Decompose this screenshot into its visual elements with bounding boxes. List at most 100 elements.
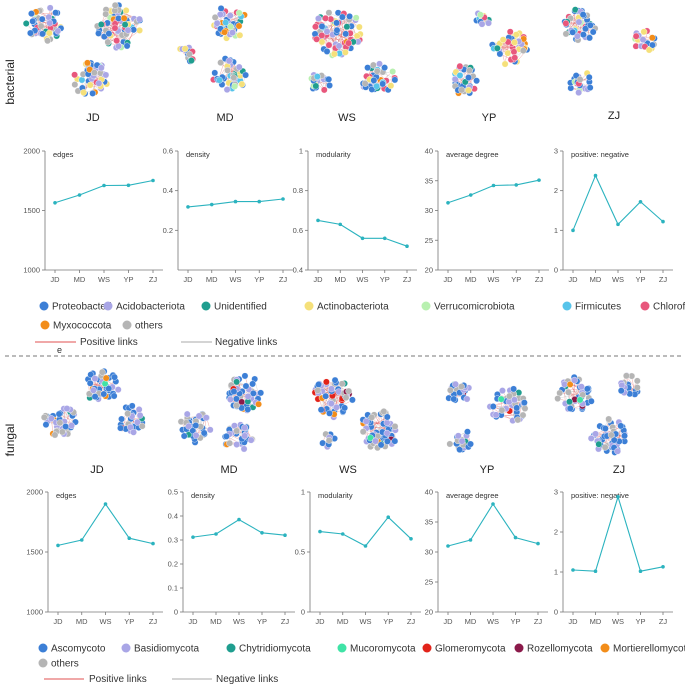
- network-yp-2: [488, 28, 531, 68]
- y-tick-label: 1: [299, 147, 303, 156]
- network-node: [387, 82, 395, 90]
- network-node: [192, 422, 200, 429]
- network-node: [579, 11, 587, 18]
- bacterial-positive-links-label: Positive links: [80, 337, 138, 348]
- data-point: [77, 193, 82, 197]
- x-tick-label: WS: [98, 275, 110, 284]
- data-point: [281, 197, 285, 201]
- network-node: [562, 19, 570, 27]
- y-tick-label: 40: [425, 147, 433, 156]
- network-node: [566, 405, 574, 412]
- x-tick-label: YP: [635, 617, 645, 626]
- network-node: [123, 42, 131, 50]
- data-point: [661, 219, 665, 224]
- data-point: [571, 568, 575, 572]
- network-node: [585, 73, 593, 81]
- network-node: [130, 428, 137, 436]
- network-node: [331, 376, 339, 384]
- fungal-site-label: WS: [339, 464, 357, 476]
- network-node: [383, 429, 391, 437]
- network-node: [320, 86, 328, 94]
- data-point: [514, 183, 519, 187]
- data-point: [127, 536, 132, 540]
- network-node: [91, 375, 99, 383]
- x-tick-label: YP: [124, 617, 134, 626]
- network-jd-2: [93, 1, 144, 51]
- y-tick-label: 20: [425, 266, 433, 275]
- network-node: [51, 431, 59, 439]
- x-tick-label: ZJ: [534, 617, 543, 626]
- network-node: [63, 405, 71, 412]
- legend-swatch: [122, 320, 132, 330]
- x-tick-label: WS: [356, 275, 368, 284]
- network-node: [640, 28, 648, 36]
- network-node: [368, 86, 376, 93]
- chart-title: modularity: [318, 491, 353, 500]
- network-node: [554, 395, 562, 402]
- network-f-ws-3: [359, 408, 399, 452]
- network-node: [216, 76, 223, 84]
- network-node: [27, 29, 34, 37]
- x-tick-label: MD: [334, 275, 346, 284]
- network-node: [496, 50, 504, 58]
- data-point: [537, 178, 541, 182]
- data-point: [53, 200, 57, 205]
- network-node: [111, 1, 119, 9]
- bacterial-legend: Proteobacteri Acidobacteriota Unidentified…: [39, 301, 685, 332]
- data-point: [209, 202, 214, 207]
- x-tick-label: YP: [635, 275, 645, 284]
- y-tick-label: 1: [554, 568, 558, 577]
- y-tick-label: 0.8: [293, 186, 303, 195]
- network-node: [456, 72, 464, 79]
- network-node: [233, 441, 241, 448]
- network-node: [244, 393, 252, 400]
- y-tick-label: 30: [425, 548, 433, 557]
- network-f-yp-3: [446, 428, 474, 453]
- network-node: [122, 7, 130, 14]
- fungal-site-label: JD: [90, 464, 104, 476]
- network-md-1: [210, 5, 248, 42]
- network-node: [241, 424, 249, 432]
- data-point: [405, 244, 409, 248]
- network-node: [240, 445, 248, 453]
- y-tick-label: 0.1: [168, 584, 178, 593]
- network-node: [477, 11, 484, 19]
- network-node: [497, 395, 505, 403]
- x-tick-label: JD: [568, 275, 578, 284]
- network-node: [45, 13, 53, 21]
- chart-b-edges: 1000 1500 2000 JD MD WS YP ZJ edges: [23, 147, 163, 284]
- network-node: [339, 13, 346, 21]
- network-node: [465, 86, 472, 94]
- network-zj-2: [631, 27, 658, 54]
- chart-f-degree: 20 25 30 35 40 JD MD WS YP ZJ average degree: [425, 488, 548, 626]
- network-node: [71, 81, 79, 89]
- network-ws-3: [359, 60, 399, 94]
- chart-title: modularity: [316, 150, 351, 159]
- data-point: [593, 173, 598, 178]
- x-tick-label: WS: [612, 617, 624, 626]
- network-f-zj-3: [587, 415, 629, 456]
- network-ws-1: [311, 9, 364, 59]
- chart-f-posneg: 0 1 2 3 JD MD WS YP ZJ positive: negative: [554, 488, 673, 626]
- network-node: [499, 387, 506, 395]
- network-node: [98, 368, 106, 376]
- network-node: [499, 36, 507, 44]
- data-point: [360, 236, 365, 241]
- y-tick-label: 1: [301, 488, 305, 497]
- network-node: [466, 67, 473, 74]
- network-node: [565, 388, 572, 396]
- network-node: [345, 387, 353, 395]
- network-node: [318, 32, 326, 39]
- network-node: [315, 381, 322, 388]
- data-point: [260, 531, 264, 535]
- network-node: [633, 377, 641, 385]
- network-link: [557, 392, 583, 399]
- network-node: [377, 441, 385, 449]
- legend-label: Verrucomicrobiota: [434, 302, 515, 313]
- network-node: [583, 385, 591, 393]
- data-point: [638, 199, 643, 204]
- series-line: [192, 518, 286, 538]
- network-node: [97, 21, 105, 28]
- network-node: [485, 19, 492, 27]
- network-node: [62, 423, 69, 430]
